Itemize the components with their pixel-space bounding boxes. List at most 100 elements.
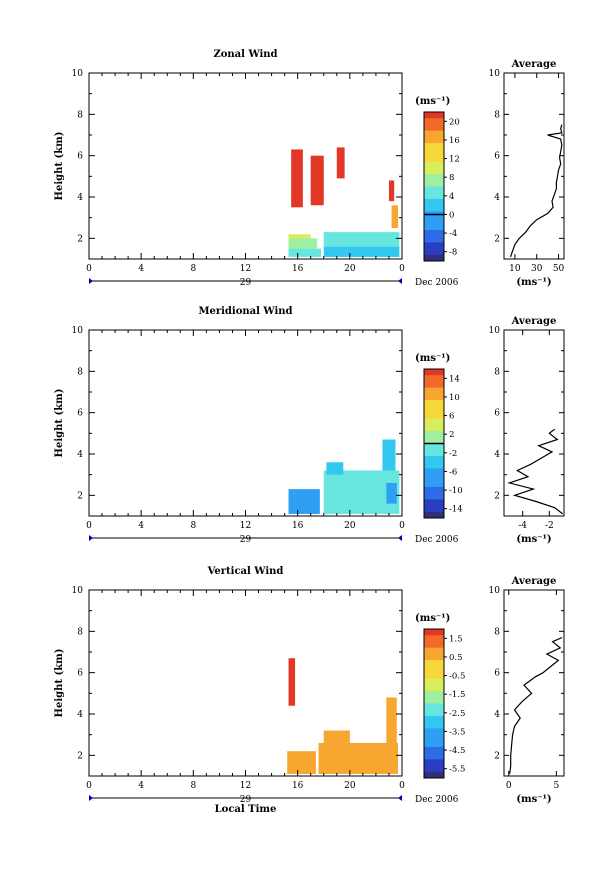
colorbar-tick-label: 2	[449, 430, 454, 440]
colorbar: (ms⁻¹) 1.5 0.5 -0.5 -1.5 -2.5 -3.5 -4.5 -5.5	[415, 613, 465, 779]
colorbar-swatch	[424, 124, 444, 132]
y-tick-label: 4	[77, 193, 83, 203]
colorbar-swatch	[424, 635, 444, 642]
profile-y-tick-label: 8	[494, 110, 500, 120]
x-tick-label: 8	[190, 521, 196, 531]
profile-y-tick-label: 4	[494, 710, 500, 720]
colorbar: (ms⁻¹) 20 16 12 8 4 0 -4 -8	[415, 96, 460, 262]
colorbar-swatch	[424, 254, 444, 262]
colorbar-swatch	[424, 400, 444, 407]
colorbar-swatch	[424, 375, 444, 382]
x-tick-label: 20	[344, 781, 356, 791]
date-axis-start-icon	[89, 795, 93, 801]
colorbar-swatch	[424, 653, 444, 661]
y-tick-label: 8	[77, 367, 83, 377]
colorbar-tick-label: 16	[449, 136, 460, 146]
profile-x-tick-label: 30	[531, 264, 543, 274]
colorbar-swatch	[424, 505, 444, 513]
colorbar-swatch	[424, 223, 444, 231]
date-day: 29	[240, 278, 252, 288]
colorbar-tick-label: -2.5	[449, 709, 465, 719]
profile-y-tick-label: 2	[494, 234, 500, 244]
colorbar-swatch	[424, 205, 444, 212]
x-axis-label: Local Time	[215, 804, 277, 815]
date-axis-start-icon	[89, 535, 93, 541]
profile-x-label: (ms⁻¹)	[516, 794, 551, 805]
colorbar-swatch	[424, 174, 444, 181]
date-day: 29	[240, 535, 252, 545]
heatmap-cell	[310, 155, 324, 206]
date-axis-end-icon	[398, 795, 402, 801]
colorbar-swatch	[424, 511, 444, 519]
colorbar-tick-label: -4.5	[449, 746, 465, 756]
x-tick-label: 0	[399, 521, 405, 531]
colorbar-frame	[423, 628, 445, 779]
y-tick-label: 8	[77, 627, 83, 637]
colorbar-swatch	[424, 753, 444, 760]
y-tick-label: 10	[72, 326, 84, 336]
colorbar-tick-label: 0	[449, 210, 454, 220]
x-tick-label: 16	[292, 264, 304, 274]
profile-x-tick-label: 10	[509, 264, 521, 274]
colorbar-tick-label: 14	[449, 374, 460, 384]
colorbar-swatch	[424, 248, 444, 256]
date-month: Dec 2006	[415, 795, 459, 805]
panel-title: Vertical Wind	[207, 566, 284, 577]
colorbar-swatch	[424, 192, 444, 200]
x-tick-label: 0	[399, 781, 405, 791]
heatmap-cell	[386, 697, 397, 748]
profile-y-tick-label: 10	[489, 586, 501, 596]
heatmap-cell	[323, 232, 400, 247]
colorbar-tick-label: -14	[449, 505, 463, 515]
profile-y-tick-label: 6	[494, 409, 500, 419]
colorbar-swatch	[424, 684, 444, 692]
profile-frame	[503, 72, 565, 260]
heatmap-cell	[288, 658, 296, 706]
colorbar-swatch	[424, 468, 444, 476]
date-month: Dec 2006	[415, 278, 459, 288]
colorbar-swatch	[424, 641, 444, 649]
colorbar-swatch	[424, 167, 444, 175]
colorbar-swatch	[424, 136, 444, 144]
colorbar-tick-label: -1.5	[449, 690, 465, 700]
heatmap-cell	[336, 147, 345, 179]
colorbar-swatch	[424, 412, 444, 420]
colorbar-swatch	[424, 437, 444, 444]
colorbar-swatch	[424, 672, 444, 680]
colorbar-tick-label: -10	[449, 486, 463, 496]
colorbar-swatch	[424, 393, 444, 401]
profile-frame	[503, 329, 565, 517]
colorbar-swatch	[424, 180, 444, 187]
colorbar-swatch	[424, 381, 444, 389]
colorbar-swatch	[424, 130, 444, 138]
colorbar-swatch	[424, 765, 444, 773]
x-tick-label: 20	[344, 264, 356, 274]
colorbar-unit: (ms⁻¹)	[415, 96, 450, 107]
colorbar-swatch	[424, 462, 444, 469]
x-tick-label: 8	[190, 781, 196, 791]
profile-x-tick-label: 0	[506, 781, 512, 791]
y-tick-label: 6	[77, 669, 83, 679]
x-tick-label: 0	[399, 264, 405, 274]
colorbar-swatch	[424, 703, 444, 711]
x-tick-label: 16	[292, 521, 304, 531]
heatmap-cell	[288, 248, 322, 257]
colorbar-swatch	[424, 486, 444, 494]
panel-title: Zonal Wind	[213, 49, 277, 60]
x-tick-label: 12	[240, 521, 251, 531]
colorbar-tick-label: -0.5	[449, 672, 465, 682]
date-axis-start-icon	[89, 278, 93, 284]
colorbar-tick-label: -8	[449, 248, 457, 258]
heatmap-cell	[318, 742, 399, 774]
profile-y-tick-label: 10	[489, 69, 501, 79]
profile-y-tick-label: 10	[489, 326, 501, 336]
profile-y-tick-label: 8	[494, 627, 500, 637]
profile-frame	[503, 589, 565, 777]
colorbar-tick-label: -2	[449, 449, 457, 459]
colorbar-swatch	[424, 112, 444, 119]
colorbar-swatch	[424, 493, 444, 500]
heatmap-cell	[388, 180, 395, 202]
profile-x-tick-label: -4	[518, 521, 527, 531]
profile-y-tick-label: 2	[494, 491, 500, 501]
